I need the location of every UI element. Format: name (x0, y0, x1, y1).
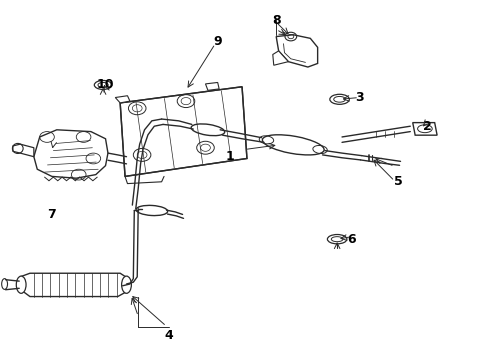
Polygon shape (20, 273, 128, 297)
Ellipse shape (1, 279, 7, 289)
Text: 2: 2 (422, 120, 431, 133)
Ellipse shape (16, 276, 26, 293)
Polygon shape (34, 130, 108, 178)
Polygon shape (115, 96, 130, 103)
Polygon shape (412, 123, 436, 135)
Text: 9: 9 (213, 35, 222, 49)
Text: 6: 6 (347, 233, 355, 246)
Text: 10: 10 (97, 78, 114, 91)
Polygon shape (13, 144, 34, 157)
Text: 1: 1 (225, 150, 234, 163)
Ellipse shape (136, 205, 167, 216)
Ellipse shape (262, 135, 324, 155)
Ellipse shape (122, 276, 131, 293)
Ellipse shape (94, 81, 112, 89)
Polygon shape (205, 82, 219, 90)
Polygon shape (272, 51, 288, 65)
Text: 8: 8 (271, 14, 280, 27)
Text: 7: 7 (47, 208, 56, 221)
Text: 3: 3 (354, 91, 363, 104)
Ellipse shape (327, 234, 346, 244)
Polygon shape (120, 87, 246, 176)
Text: 4: 4 (164, 329, 173, 342)
Text: 5: 5 (393, 175, 402, 188)
Polygon shape (276, 35, 317, 67)
Ellipse shape (191, 124, 224, 136)
